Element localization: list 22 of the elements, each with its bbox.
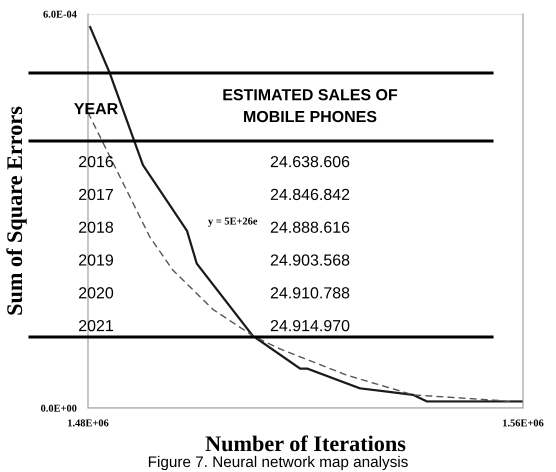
annotation: 2017 [79, 188, 113, 200]
annotation: 24.888.616 [270, 222, 350, 233]
annotation: 2020 [79, 287, 114, 298]
annotation: 2016 [79, 156, 114, 168]
x-axis-title: Number of Iterations [206, 435, 406, 452]
y-tick-label: 6.0E-04 [43, 10, 77, 18]
x-tick-label: 1.48E+06 [68, 419, 108, 426]
annotation: YEAR [74, 103, 118, 114]
annotation: 24.638.606 [270, 156, 350, 168]
annotation: 2021 [79, 320, 113, 332]
annotation: y = 5E+26e [208, 218, 258, 227]
y-axis-title: Sum of Square Errors [6, 106, 27, 315]
annotation: 2018 [79, 222, 114, 233]
annotation: 24.910.788 [270, 287, 350, 298]
annotation: 24.914.970 [270, 320, 350, 332]
annotation: 24.903.568 [270, 254, 350, 266]
caption: Figure 7. Neural network map analysis [148, 456, 408, 470]
annotation: 24.846.842 [270, 188, 350, 200]
annotation: 2019 [79, 254, 114, 266]
y-tick-label: 0.0E+00 [40, 404, 76, 412]
annotation: ESTIMATED SALES OF MOBILE PHONES [223, 89, 398, 122]
x-tick-label: 1.56E+06 [503, 419, 544, 426]
